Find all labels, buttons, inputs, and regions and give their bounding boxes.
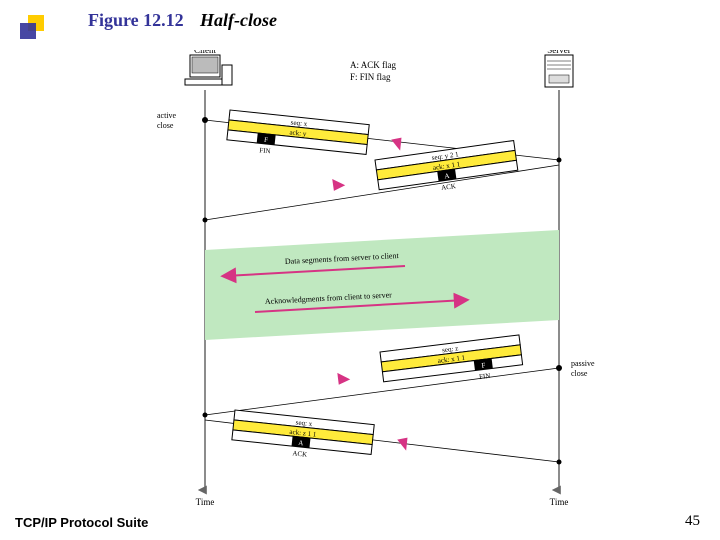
server-label: Server	[547, 50, 571, 55]
seg3-arrow	[337, 371, 350, 384]
seg2-arrow	[332, 177, 346, 191]
figure-title: Half-close	[200, 10, 277, 31]
figure-label: Figure 12.12	[88, 10, 184, 31]
bullet-icon	[20, 15, 48, 43]
segment-3: seq: z ack: x 1 1 F FIN	[380, 335, 524, 393]
seg1-arrow	[390, 137, 401, 151]
legend-a: A: ACK flag	[350, 60, 396, 70]
legend-f: F: FIN flag	[350, 72, 391, 82]
svg-text:FIN: FIN	[479, 372, 491, 381]
client-label: Client	[194, 50, 216, 55]
svg-text:close: close	[571, 369, 588, 378]
passive-close-label: passive	[571, 359, 595, 368]
svg-text:A: A	[298, 439, 304, 447]
svg-text:FIN: FIN	[259, 146, 271, 155]
data-transfer-band	[205, 230, 559, 340]
page-number: 45	[685, 513, 700, 530]
time-label-right: Time	[550, 497, 569, 507]
svg-text:close: close	[157, 121, 174, 130]
client-icon	[185, 55, 232, 85]
active-close-label: active	[157, 111, 177, 120]
server-icon	[545, 55, 573, 87]
svg-text:ACK: ACK	[292, 449, 308, 459]
segment-2: seq: y 2 1 ack: x 1 1 A ACK	[375, 141, 519, 201]
time-label-left: Time	[196, 497, 215, 507]
footer-left: TCP/IP Protocol Suite	[15, 515, 148, 530]
seg4-arrow	[396, 437, 407, 451]
svg-text:ACK: ACK	[441, 182, 457, 192]
segment-4: seq: x ack: z 1 1 A ACK	[231, 410, 375, 465]
segment-1: seq: x ack: y F FIN	[226, 110, 370, 165]
halfclose-diagram: Client Server A: ACK flag F: FIN flag Ti…	[145, 50, 625, 510]
